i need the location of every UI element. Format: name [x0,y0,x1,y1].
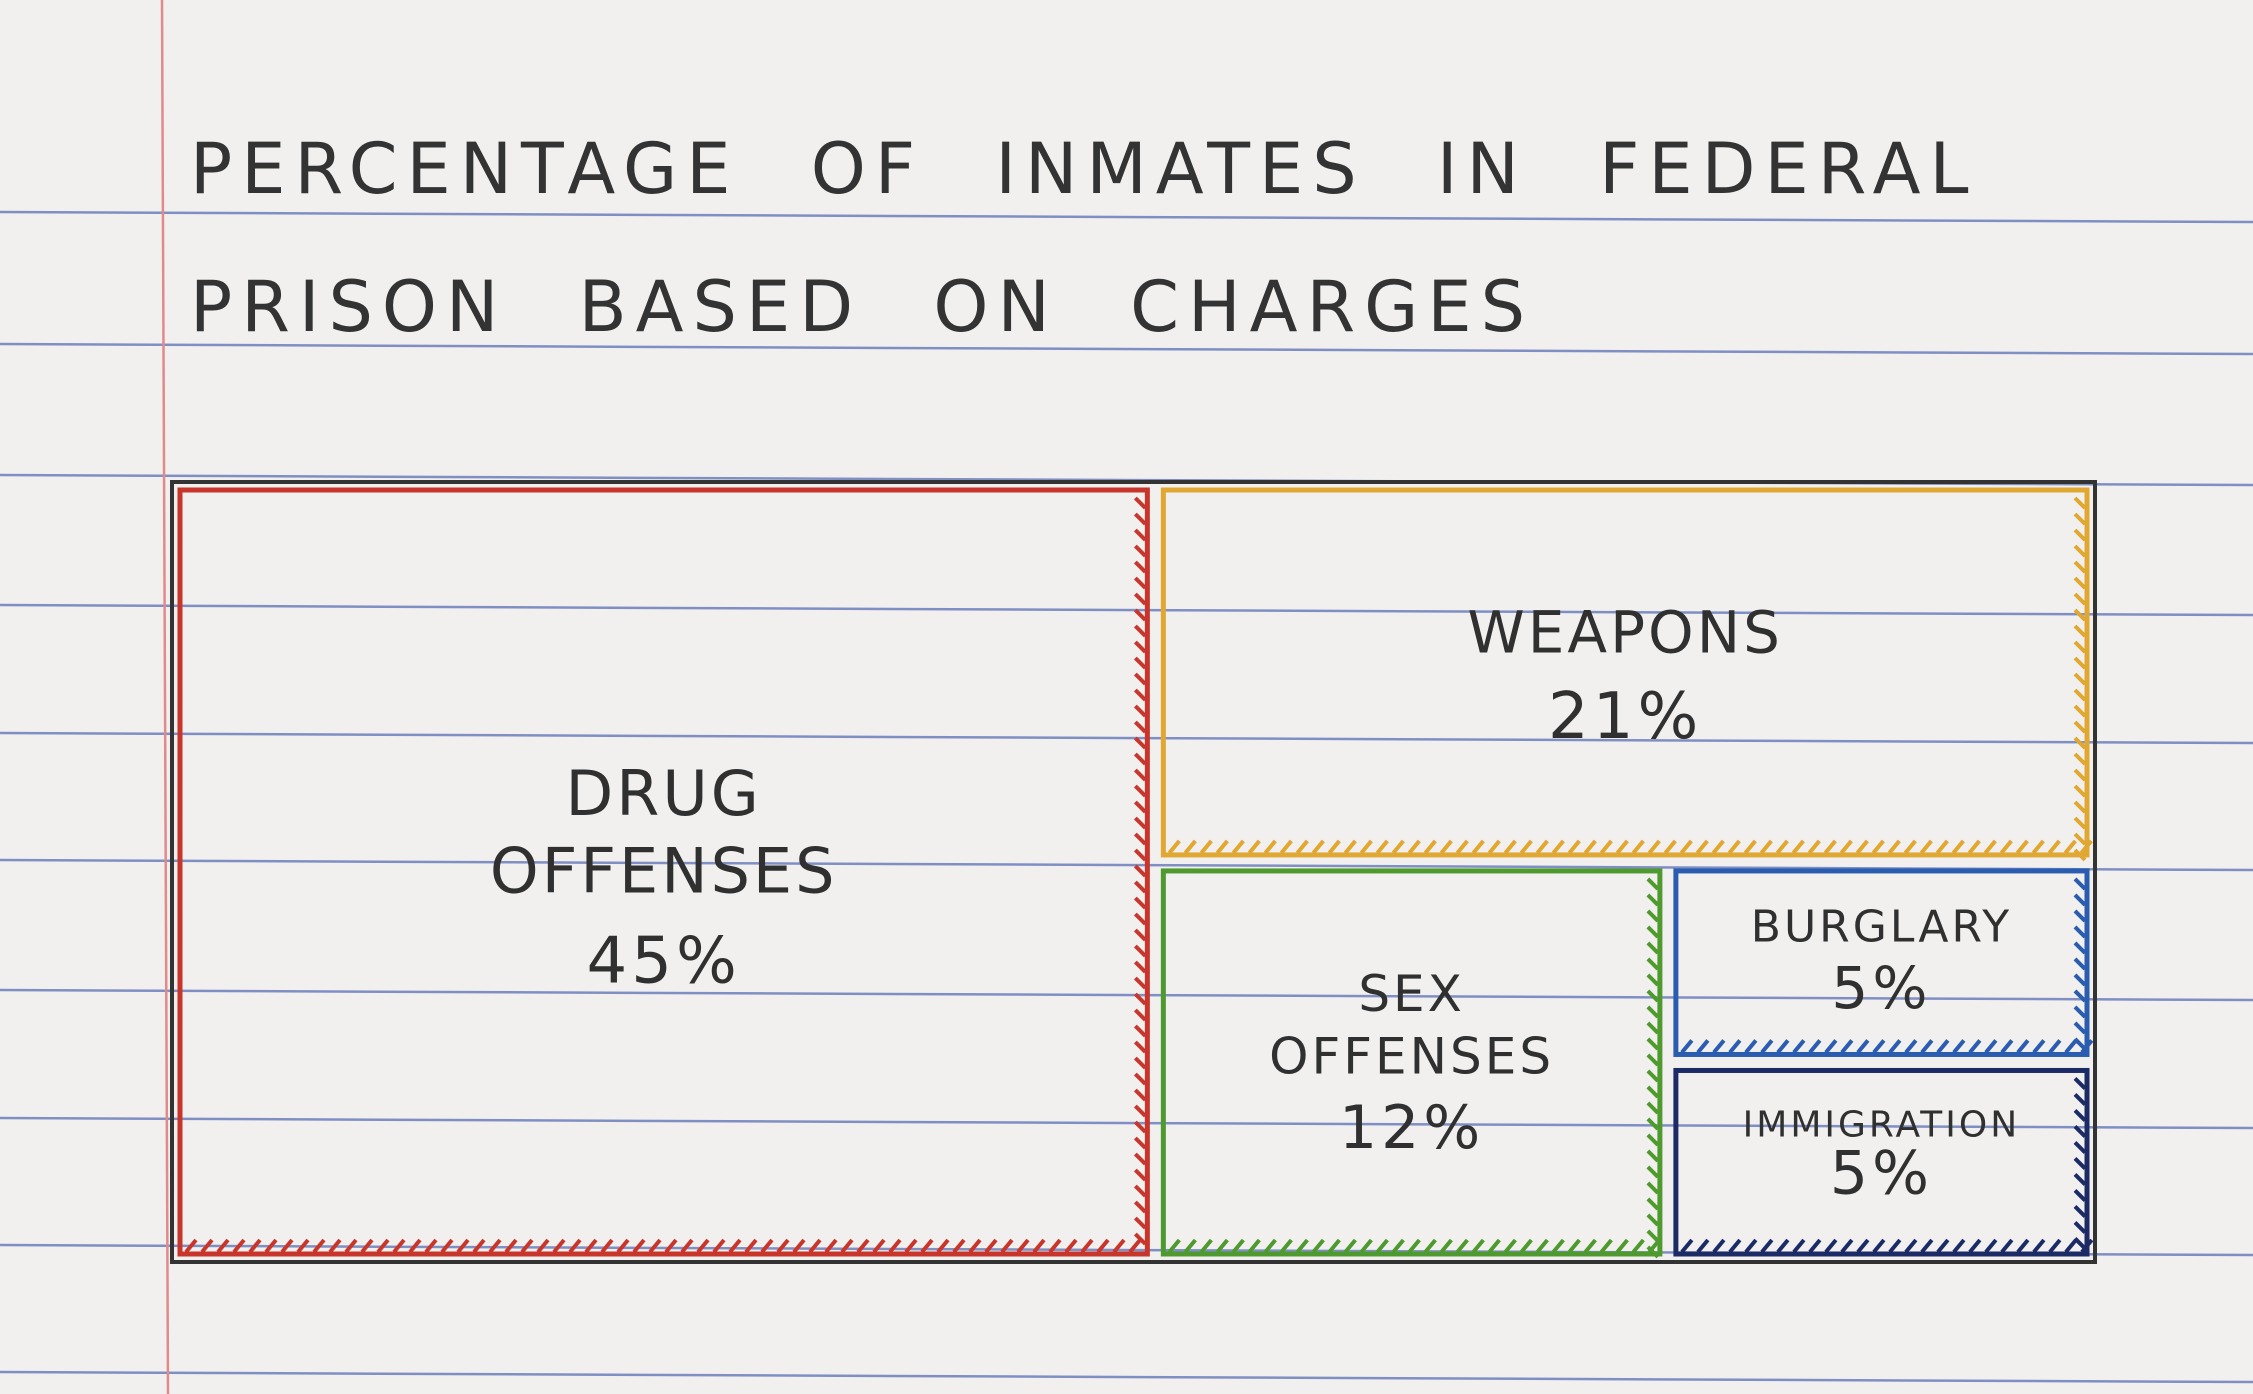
treemap-tile-weapons: WEAPONS 21% [1160,487,2093,862]
tile-label: SEX [1358,965,1465,1023]
tile-hatching [1167,496,2093,862]
margin-line [160,0,170,1394]
tile-outline [177,487,1150,1257]
tile-label: IMMIGRATION [1743,1105,2021,1146]
ruled-line [0,603,2253,617]
tile-hatching [1680,1077,2094,1254]
tile-outline [1160,868,1663,1257]
tile-value-label: 21% [1548,680,1702,754]
tile-outline [1160,487,2090,858]
ruled-lines [0,210,2253,1384]
ruled-line [0,988,2253,1002]
tile-value-label: 12% [1339,1093,1484,1163]
chart-title: PERCENTAGE OF INMATES IN FEDERAL PRISON … [190,128,1978,348]
treemap-border [170,480,2097,1264]
ruled-line [0,858,2253,872]
tile-hatching [184,496,1147,1254]
tile-hatching [1680,877,2094,1054]
tile-value-label: 45% [587,925,741,999]
ruled-line [0,1370,2253,1384]
ruled-line [0,210,2253,224]
tile-label: WEAPONS [1467,599,1783,667]
tile-value-label: 5% [1830,1139,1933,1209]
tile-outline [1673,868,2090,1057]
tile-value-label: 5% [1831,954,1931,1022]
ruled-line [0,731,2253,745]
tile-label: OFFENSES [1269,1027,1554,1085]
tile-label: DRUG [566,757,762,830]
tile-label: OFFENSES [490,834,838,907]
tile-label: BURGLARY [1751,901,2012,952]
ruled-line [0,342,2253,356]
ruled-line [0,1116,2253,1130]
tile-hatching [1167,877,1661,1259]
tile-outline [1673,1067,2090,1257]
